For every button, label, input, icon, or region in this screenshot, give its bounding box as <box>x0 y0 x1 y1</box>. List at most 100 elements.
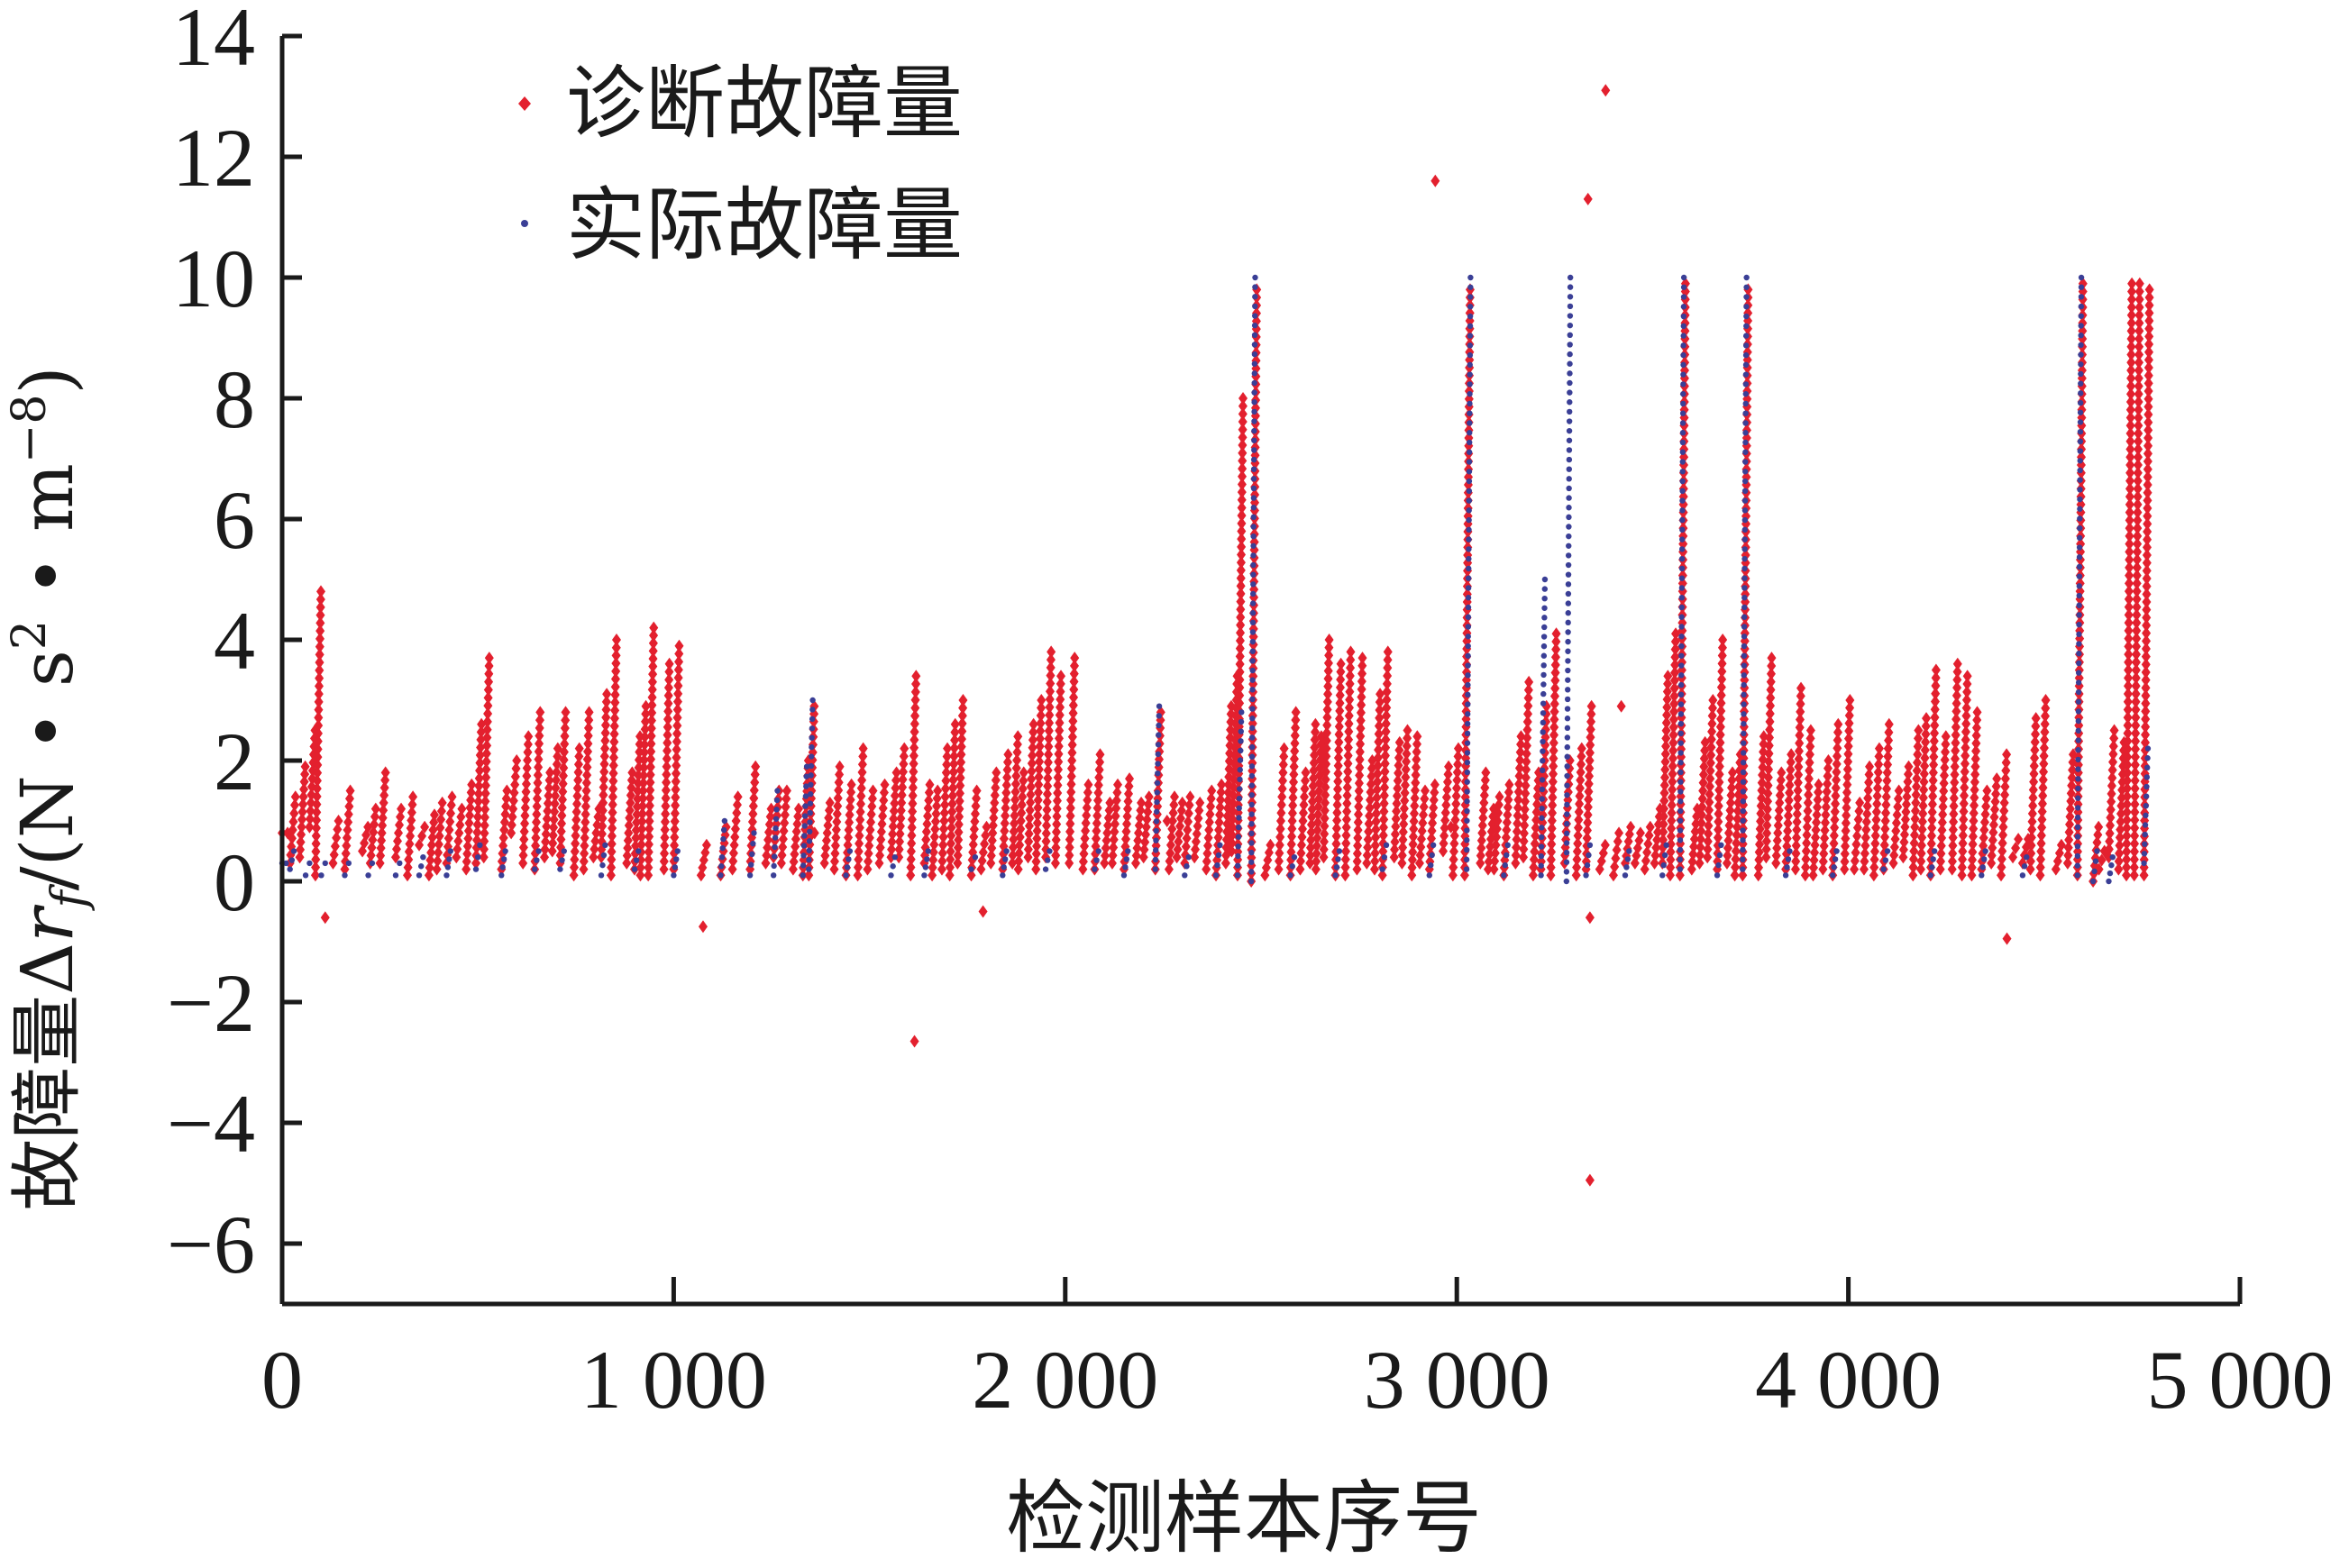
data-point <box>1829 844 1839 858</box>
data-point <box>1539 786 1546 793</box>
data-point <box>670 815 680 828</box>
data-point <box>1249 648 1256 654</box>
data-point <box>2019 872 2026 879</box>
data-point <box>1725 804 1735 817</box>
data-point <box>543 797 553 810</box>
data-point <box>1822 785 1832 798</box>
data-point <box>1139 843 1149 856</box>
data-point <box>1291 854 1298 861</box>
data-point <box>1990 795 2000 808</box>
data-point <box>1002 755 1012 769</box>
data-point <box>1766 675 1776 688</box>
data-point <box>560 737 570 751</box>
data-point <box>479 851 489 864</box>
data-point <box>507 818 516 832</box>
data-point <box>1014 854 1024 868</box>
data-point <box>2122 781 2132 795</box>
data-point <box>1467 351 1474 359</box>
data-point <box>1069 675 1079 688</box>
data-point <box>571 805 581 818</box>
data-point <box>1731 852 1741 866</box>
data-point <box>1741 507 1749 514</box>
data-point <box>1380 780 1390 794</box>
data-point <box>1982 848 1988 854</box>
data-point <box>481 770 491 784</box>
data-point <box>1237 540 1247 553</box>
data-point <box>1000 816 1010 830</box>
data-point <box>971 799 981 813</box>
data-point <box>639 745 649 759</box>
data-point <box>1957 861 1967 874</box>
data-point <box>2143 447 2152 460</box>
data-point <box>1883 742 1893 755</box>
data-point <box>1153 837 1159 843</box>
data-point <box>1324 641 1334 654</box>
data-point <box>379 796 388 809</box>
data-point <box>1345 669 1355 682</box>
data-point <box>1883 750 1893 763</box>
data-point <box>1782 872 1789 879</box>
data-point <box>1182 832 1192 845</box>
data-point <box>644 869 654 882</box>
data-point <box>673 856 680 862</box>
data-point <box>2074 814 2081 821</box>
data-point <box>510 778 520 791</box>
data-point <box>1706 741 1716 754</box>
data-point <box>1939 784 1949 798</box>
data-point <box>556 833 566 846</box>
data-point <box>1707 709 1717 723</box>
data-point <box>1275 822 1285 835</box>
data-point <box>1583 800 1593 814</box>
data-point <box>1018 790 1028 804</box>
data-point <box>1165 854 1174 868</box>
data-point <box>2077 438 2084 445</box>
data-point <box>370 817 379 831</box>
data-point <box>661 783 671 797</box>
data-point <box>1289 760 1299 773</box>
data-point <box>644 822 654 835</box>
data-point <box>2130 766 2140 779</box>
data-point <box>2094 820 2104 834</box>
data-point <box>397 860 403 867</box>
data-point <box>674 647 684 661</box>
data-point <box>1999 796 2009 809</box>
data-point <box>607 852 617 866</box>
data-point <box>1928 781 1938 795</box>
data-point <box>535 706 545 719</box>
data-point <box>1334 727 1344 741</box>
data-point <box>380 773 390 787</box>
x-axis-title: 检测样本序号 <box>1006 1472 1482 1564</box>
data-point <box>1112 786 1122 799</box>
data-point <box>1756 807 1766 820</box>
data-point <box>880 778 890 791</box>
data-point <box>1191 834 1201 848</box>
data-point <box>1668 752 1677 765</box>
data-point <box>606 869 616 882</box>
data-point <box>749 783 759 797</box>
data-point <box>1340 861 1350 874</box>
data-point <box>1833 848 1840 854</box>
y-axis-title-main: 故障量Δ <box>5 943 89 1211</box>
data-point <box>1732 836 1741 850</box>
data-point <box>1464 720 1471 727</box>
data-point <box>634 761 644 774</box>
data-point <box>1705 772 1715 786</box>
data-point <box>1584 777 1594 790</box>
data-point <box>1782 832 1792 845</box>
data-point <box>1300 790 1310 804</box>
data-point <box>940 798 950 812</box>
data-point <box>1155 751 1161 758</box>
data-point <box>1872 789 1882 803</box>
data-point <box>1939 777 1949 790</box>
data-point <box>2123 750 2133 763</box>
data-point <box>1842 770 1852 784</box>
data-point <box>1650 849 1660 862</box>
data-point <box>956 740 966 753</box>
data-point <box>299 782 309 796</box>
data-point <box>766 802 776 816</box>
data-point <box>2143 424 2153 437</box>
data-point <box>1238 718 1245 725</box>
data-point <box>809 725 816 732</box>
data-point <box>1902 790 1912 804</box>
